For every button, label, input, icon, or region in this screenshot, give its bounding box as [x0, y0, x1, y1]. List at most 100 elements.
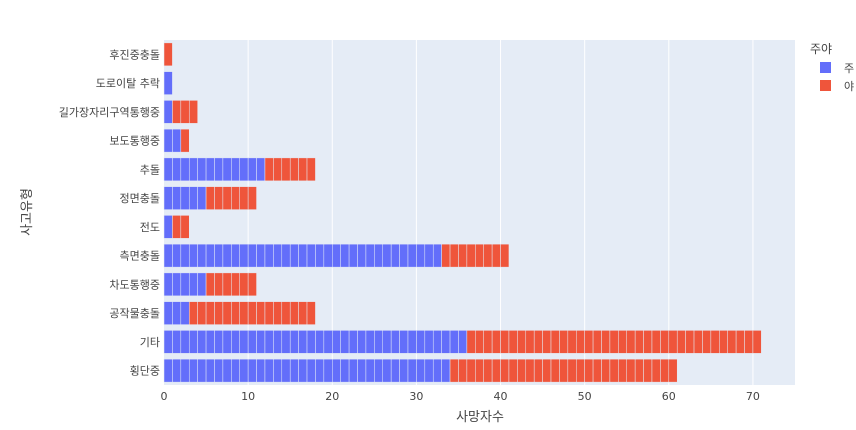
bar-segment-night — [222, 301, 232, 325]
bar-segment-day — [231, 243, 240, 268]
bar-segment-night — [601, 330, 611, 354]
bar-segment-day — [214, 157, 224, 182]
bar-segment-day — [256, 243, 266, 268]
bar-segment-night — [188, 301, 198, 325]
x-tick-label: 60 — [662, 390, 676, 403]
bar-segment-day — [172, 301, 182, 325]
bar-segment-night — [550, 330, 560, 354]
bar-segment-night — [592, 358, 602, 383]
bar-segment-day — [214, 243, 224, 268]
bar-segment-night — [508, 330, 518, 354]
bar-segment-day — [348, 330, 358, 354]
bar-segment-day — [172, 186, 182, 210]
bar-segment-night — [298, 301, 308, 325]
bar-segment-day — [214, 330, 224, 354]
bar-segment-day — [180, 243, 190, 268]
bar-segment-night — [180, 215, 190, 239]
bar-segment-day — [180, 358, 190, 383]
bar-segment-day — [289, 243, 299, 268]
bar-segment-night — [668, 358, 678, 383]
bar-segment-day — [382, 243, 392, 268]
bar-segment-night — [626, 330, 636, 354]
bar-segment-day — [172, 243, 182, 268]
bar-segment-night — [491, 358, 501, 383]
y-tick-label: 차도통행중 — [109, 278, 160, 291]
bar-segment-day — [407, 330, 417, 354]
bar-segment-night — [256, 301, 266, 325]
bar-segment-day — [374, 243, 383, 268]
bar-segment-day — [289, 330, 299, 354]
bar-segment-night — [222, 272, 232, 297]
bar-segment-night — [592, 330, 602, 354]
bar-segment-day — [273, 358, 283, 383]
bar-segment-day — [172, 358, 182, 383]
bar-segment-night — [188, 100, 198, 124]
bar-segment-night — [483, 358, 493, 383]
bar-segment-night — [281, 157, 291, 182]
bar-segment-night — [618, 330, 627, 354]
bar-segment-day — [357, 243, 367, 268]
x-tick-label: 10 — [241, 390, 255, 403]
bar-segment-day — [374, 330, 383, 354]
gridlines — [247, 40, 754, 385]
bar-segment-day — [281, 330, 291, 354]
bar-segment-night — [306, 301, 316, 325]
bar-segment-night — [735, 330, 745, 354]
bar-segment-night — [231, 272, 240, 297]
bar-segment-night — [500, 358, 510, 383]
bar-segment-night — [567, 358, 577, 383]
bar-segment-day — [180, 301, 190, 325]
y-tick-label: 공작물충돌 — [109, 307, 160, 320]
bar-segment-day — [365, 358, 375, 383]
bar-segment-night — [576, 330, 585, 354]
bar-segment-night — [466, 330, 476, 354]
legend-label-day: 주 — [844, 62, 854, 75]
bar-segment-day — [231, 330, 240, 354]
bar-segment-day — [357, 330, 367, 354]
bar-segment-day — [214, 358, 224, 383]
bar-segment-day — [432, 243, 442, 268]
bar-segment-night — [500, 330, 510, 354]
bar-segment-day — [416, 243, 426, 268]
bar-segment-night — [660, 330, 670, 354]
bar-segment-night — [289, 157, 299, 182]
bar-segment-night — [643, 358, 653, 383]
bar-segment-day — [298, 358, 308, 383]
bar-segment-night — [542, 330, 552, 354]
bar-segment-day — [222, 330, 232, 354]
bar-segment-night — [752, 330, 762, 354]
bar-segment-day — [332, 358, 341, 383]
bar-segment-night — [239, 272, 249, 297]
bar-segment-night — [660, 358, 670, 383]
bar-segment-day — [239, 330, 249, 354]
bar-segment-day — [180, 272, 190, 297]
bar-segment-day — [247, 330, 257, 354]
bar-segment-day — [163, 186, 173, 210]
bar-segment-night — [702, 330, 712, 354]
bar-segment-day — [205, 358, 215, 383]
bar-segment-night — [609, 330, 619, 354]
bar-segment-day — [163, 301, 173, 325]
bar-segment-day — [298, 330, 308, 354]
legend-swatch-night — [820, 80, 831, 91]
bar-segment-day — [374, 358, 383, 383]
x-tick-label: 50 — [578, 390, 592, 403]
bar-segment-night — [247, 186, 257, 210]
bar-segment-night — [205, 272, 215, 297]
bar-segment-night — [475, 358, 484, 383]
bar-segment-day — [172, 272, 182, 297]
bar-segment-day — [197, 243, 207, 268]
bar-segment-night — [180, 128, 190, 153]
bar-segment-day — [197, 358, 207, 383]
bar-segment-day — [323, 330, 333, 354]
bar-segment-night — [449, 243, 459, 268]
y-tick-label: 기타 — [140, 336, 160, 349]
bar-segment-night — [247, 272, 257, 297]
bar-segment-day — [289, 358, 299, 383]
bar-segment-day — [239, 358, 249, 383]
bar-segment-day — [163, 272, 173, 297]
bar-segment-night — [744, 330, 754, 354]
bar-segment-day — [432, 330, 442, 354]
bar-segment-night — [710, 330, 720, 354]
bar-segment-night — [298, 157, 308, 182]
